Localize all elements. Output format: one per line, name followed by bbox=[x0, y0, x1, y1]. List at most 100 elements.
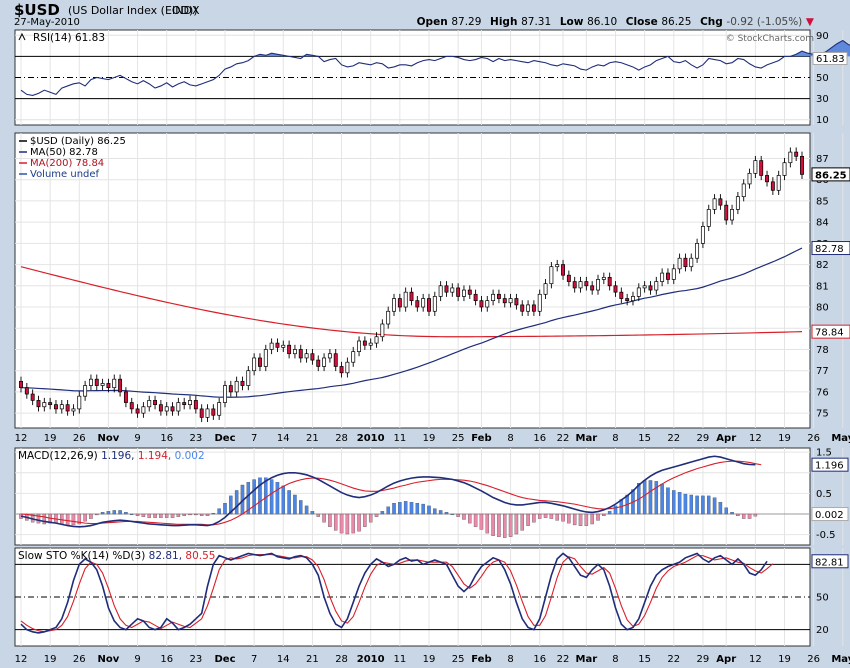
macd-histogram-bar bbox=[194, 513, 198, 516]
date-label: 27-May-2010 bbox=[14, 17, 80, 28]
rsi-last-label: 61.83 bbox=[816, 54, 845, 65]
price-panel bbox=[14, 132, 811, 429]
macd-histogram-bar bbox=[83, 513, 87, 522]
macd-histogram-bar bbox=[602, 513, 606, 517]
candle-body bbox=[54, 404, 58, 410]
candle-body bbox=[106, 383, 111, 389]
macd-histogram-bar bbox=[42, 513, 47, 525]
candle-body bbox=[217, 402, 222, 416]
candle-body bbox=[386, 310, 391, 325]
macd-histogram-bar bbox=[333, 513, 338, 531]
candle-body bbox=[776, 175, 781, 191]
candle-body bbox=[234, 380, 239, 393]
macd-histogram-bar bbox=[520, 513, 524, 531]
candle-body bbox=[304, 353, 309, 359]
candle-body bbox=[275, 342, 280, 348]
macd-histogram-bar bbox=[287, 490, 291, 515]
candle-body bbox=[403, 291, 408, 308]
x-tick-label: Mar bbox=[576, 433, 598, 444]
candle-body bbox=[607, 276, 612, 287]
x-tick-label: 19 bbox=[44, 654, 57, 665]
macd-histogram-bar bbox=[211, 512, 216, 515]
chg-label: Chg bbox=[700, 16, 723, 28]
macd-histogram-bar bbox=[118, 510, 122, 515]
candle-body bbox=[648, 285, 653, 291]
price-tick-label: 78 bbox=[816, 345, 829, 356]
macd-tick-label: 1.5 bbox=[816, 448, 832, 459]
macd-histogram-bar bbox=[328, 513, 332, 527]
macd-histogram-bar bbox=[229, 495, 233, 515]
macd-histogram-bar bbox=[170, 513, 175, 518]
macd-histogram-bar bbox=[345, 513, 350, 535]
x-tick-label: 16 bbox=[160, 433, 173, 444]
macd-hist-label: 0.002 bbox=[815, 510, 844, 521]
rsi-tick-label: 30 bbox=[816, 94, 829, 105]
macd-histogram-bar bbox=[503, 513, 507, 538]
candle-body bbox=[671, 268, 676, 280]
macd-histogram-bar bbox=[386, 506, 390, 515]
candle-body bbox=[147, 400, 152, 408]
candle-body bbox=[485, 300, 490, 308]
x-tick-label: 14 bbox=[277, 433, 290, 444]
candle-body bbox=[625, 298, 630, 302]
rsi-indicator-icon bbox=[18, 32, 26, 41]
macd-histogram-bar bbox=[316, 513, 320, 517]
macd-histogram-bar bbox=[456, 513, 460, 517]
x-tick-label: 29 bbox=[697, 433, 710, 444]
macd-last-label: 1.196 bbox=[815, 461, 844, 472]
macd-histogram-bar bbox=[567, 513, 571, 524]
macd-histogram-bar bbox=[689, 494, 694, 515]
candle-body bbox=[555, 264, 560, 268]
x-tick-label: 28 bbox=[335, 654, 348, 665]
x-tick-label: 22 bbox=[667, 433, 680, 444]
candle-body bbox=[531, 304, 536, 312]
candle-body bbox=[794, 151, 799, 157]
price-tick-label: 80 bbox=[816, 303, 829, 314]
x-tick-label: 9 bbox=[134, 654, 140, 665]
candle-body bbox=[42, 402, 47, 408]
candle-body bbox=[631, 296, 635, 302]
macd-histogram-bar bbox=[660, 483, 664, 515]
macd-histogram-bar bbox=[246, 482, 251, 515]
x-tick-label: 19 bbox=[778, 654, 791, 665]
macd-histogram-bar bbox=[252, 479, 256, 515]
candle-body bbox=[496, 293, 501, 299]
legend-entry: MA(50) 82.78 bbox=[30, 147, 98, 158]
macd-histogram-bar bbox=[695, 495, 699, 515]
macd-histogram-bar bbox=[613, 505, 618, 515]
macd-histogram-bar bbox=[590, 513, 594, 525]
candle-body bbox=[392, 298, 396, 312]
candle-body bbox=[706, 209, 711, 227]
x-tick-label: 26 bbox=[73, 433, 86, 444]
open-label: Open bbox=[416, 16, 448, 28]
macd-histogram-bar bbox=[421, 503, 425, 515]
candle-body bbox=[170, 406, 175, 412]
x-tick-label: 22 bbox=[557, 433, 570, 444]
candle-body bbox=[660, 272, 665, 282]
low-value: 86.10 bbox=[587, 16, 618, 28]
x-tick-label: 21 bbox=[306, 654, 319, 665]
macd-line bbox=[20, 455, 756, 528]
rsi-tick-label: 50 bbox=[816, 73, 829, 84]
macd-histogram-bar bbox=[106, 511, 111, 515]
macd-histogram-bar bbox=[258, 477, 262, 515]
macd-histogram-bar bbox=[124, 512, 128, 515]
x-tick-label: Dec bbox=[214, 654, 235, 665]
candle-body bbox=[223, 385, 227, 403]
macd-histogram-bar bbox=[60, 513, 64, 525]
macd-histogram-bar bbox=[485, 513, 490, 534]
candle-body bbox=[176, 402, 181, 412]
candle-body bbox=[566, 274, 571, 282]
candle-body bbox=[48, 402, 53, 406]
x-tick-label: 16 bbox=[160, 654, 173, 665]
macd-histogram-bar bbox=[706, 495, 711, 515]
price-last-label: 82.78 bbox=[815, 244, 844, 255]
x-tick-label: 26 bbox=[807, 654, 820, 665]
candle-body bbox=[642, 285, 647, 289]
candle-body bbox=[298, 349, 303, 359]
price-last-tag bbox=[811, 241, 850, 256]
price-tick-label: 77 bbox=[816, 366, 829, 377]
x-tick-label: Nov bbox=[98, 433, 120, 444]
candle-body bbox=[24, 387, 29, 395]
macd-histogram-bar bbox=[747, 513, 752, 519]
